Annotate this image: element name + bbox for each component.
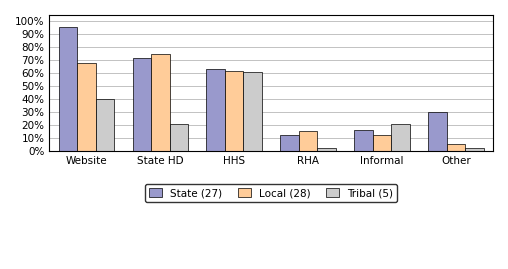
Bar [280,135,299,151]
Bar [355,130,373,151]
Bar [133,58,151,151]
Bar [299,131,318,151]
Bar [206,69,225,151]
Bar [225,70,243,151]
Bar [391,123,410,151]
Bar [428,112,447,151]
Bar [58,27,77,151]
Bar [151,54,170,151]
Legend: State (27), Local (28), Tribal (5): State (27), Local (28), Tribal (5) [145,184,397,203]
Bar [96,99,114,151]
Bar [465,148,484,151]
Bar [447,144,465,151]
Bar [77,63,96,151]
Bar [373,135,391,151]
Bar [243,72,262,151]
Bar [170,123,188,151]
Bar [318,148,336,151]
